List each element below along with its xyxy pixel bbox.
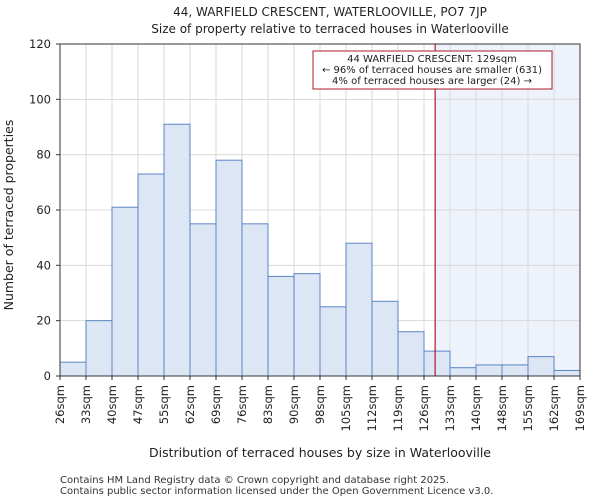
histogram-bar — [163, 123, 191, 377]
x-tick-label: 69sqm — [209, 385, 223, 424]
x-tick-label: 133sqm — [443, 385, 457, 431]
annotation-line-3: 4% of terraced houses are larger (24) → — [332, 76, 532, 87]
x-tick-label: 33sqm — [79, 385, 93, 424]
x-tick-label: 40sqm — [105, 385, 119, 424]
x-tick-label: 90sqm — [287, 385, 301, 424]
x-tick-label: 148sqm — [495, 385, 509, 431]
histogram-bar — [553, 369, 581, 377]
histogram-bar — [423, 350, 451, 377]
x-tick-label: 112sqm — [365, 385, 379, 431]
x-tick-label: 162sqm — [547, 385, 561, 431]
histogram-bar — [319, 306, 347, 377]
x-tick-label: 62sqm — [183, 385, 197, 424]
x-tick-label: 140sqm — [469, 385, 483, 431]
histogram-bar — [267, 275, 295, 377]
annotation-line-2: ← 96% of terraced houses are smaller (63… — [322, 65, 542, 76]
y-tick-label: 120 — [29, 37, 51, 51]
histogram-bar — [449, 367, 477, 377]
histogram-bar — [189, 223, 217, 377]
histogram-bar — [371, 300, 399, 377]
chart-subtitle: Size of property relative to terraced ho… — [151, 22, 508, 36]
x-tick-label: 47sqm — [131, 385, 145, 424]
y-tick-label: 40 — [36, 258, 51, 272]
histogram-bar — [111, 206, 139, 377]
y-axis-label: Number of terraced properties — [1, 120, 16, 311]
x-axis-label: Distribution of terraced houses by size … — [149, 445, 491, 460]
chart-title: 44, WARFIELD CRESCENT, WATERLOOVILLE, PO… — [173, 5, 487, 19]
histogram-bar — [241, 223, 269, 377]
x-tick-label: 155sqm — [521, 385, 535, 431]
x-tick-label: 119sqm — [391, 385, 405, 431]
histogram-bar — [397, 331, 425, 377]
x-tick-label: 83sqm — [261, 385, 275, 424]
y-tick-label: 80 — [36, 148, 51, 162]
histogram-bar — [85, 320, 113, 377]
histogram-bar — [501, 364, 529, 377]
footer-line-1: Contains HM Land Registry data © Crown c… — [60, 475, 449, 486]
y-tick-label: 0 — [44, 369, 51, 383]
annotation-line-1: 44 WARFIELD CRESCENT: 129sqm — [347, 54, 517, 65]
y-tick-label: 100 — [29, 92, 51, 106]
y-tick-label: 20 — [36, 314, 51, 328]
histogram-bar — [293, 273, 321, 377]
histogram-bar — [527, 356, 555, 377]
y-tick-label: 60 — [36, 203, 51, 217]
x-tick-label: 55sqm — [157, 385, 171, 424]
x-tick-label: 126sqm — [417, 385, 431, 431]
annotation-box: 44 WARFIELD CRESCENT: 129sqm ← 96% of te… — [312, 50, 553, 90]
histogram-bar — [59, 361, 87, 377]
annotation-rect — [312, 50, 553, 90]
histogram-bar — [215, 159, 243, 377]
histogram-bar — [475, 364, 503, 377]
footer-line-2: Contains public sector information licen… — [60, 486, 493, 497]
x-tick-label: 76sqm — [235, 385, 249, 424]
x-tick-label: 98sqm — [313, 385, 327, 424]
x-tick-label: 26sqm — [53, 385, 67, 424]
histogram-bar — [345, 242, 373, 377]
x-tick-label: 169sqm — [573, 385, 587, 431]
histogram-bar — [137, 173, 165, 377]
x-tick-label: 105sqm — [339, 385, 353, 431]
